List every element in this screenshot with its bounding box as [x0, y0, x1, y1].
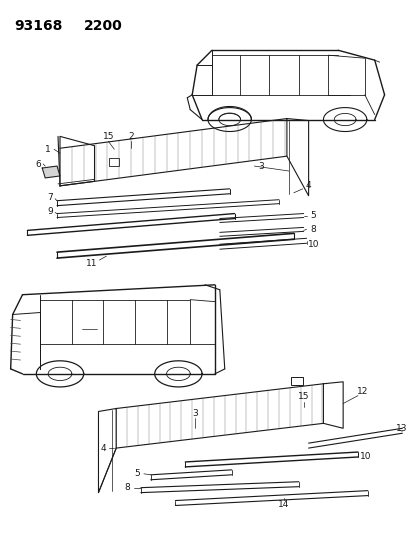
Text: 14: 14 — [278, 500, 289, 509]
Text: 2: 2 — [128, 132, 133, 141]
Text: 8: 8 — [310, 225, 316, 234]
Text: 10: 10 — [359, 451, 371, 461]
Text: 1: 1 — [45, 145, 51, 154]
Text: 5: 5 — [310, 211, 316, 220]
Text: 7: 7 — [47, 193, 53, 202]
Text: 12: 12 — [356, 387, 368, 396]
Bar — [290, 376, 302, 385]
Text: 5: 5 — [134, 470, 140, 478]
Bar — [109, 158, 119, 166]
Text: 4: 4 — [100, 443, 106, 453]
Text: 15: 15 — [297, 392, 309, 401]
Text: 4: 4 — [305, 181, 311, 190]
Text: 3: 3 — [192, 409, 197, 418]
Text: 8: 8 — [124, 483, 130, 492]
Text: 15: 15 — [102, 132, 114, 141]
Text: 11: 11 — [85, 259, 97, 268]
Text: 2200: 2200 — [83, 19, 122, 33]
Text: 13: 13 — [395, 424, 406, 433]
Text: 3: 3 — [258, 161, 263, 171]
Text: 93168: 93168 — [14, 19, 63, 33]
Text: 6: 6 — [36, 159, 41, 168]
Text: 9: 9 — [47, 207, 53, 216]
Polygon shape — [42, 166, 60, 178]
Text: 10: 10 — [307, 240, 318, 249]
